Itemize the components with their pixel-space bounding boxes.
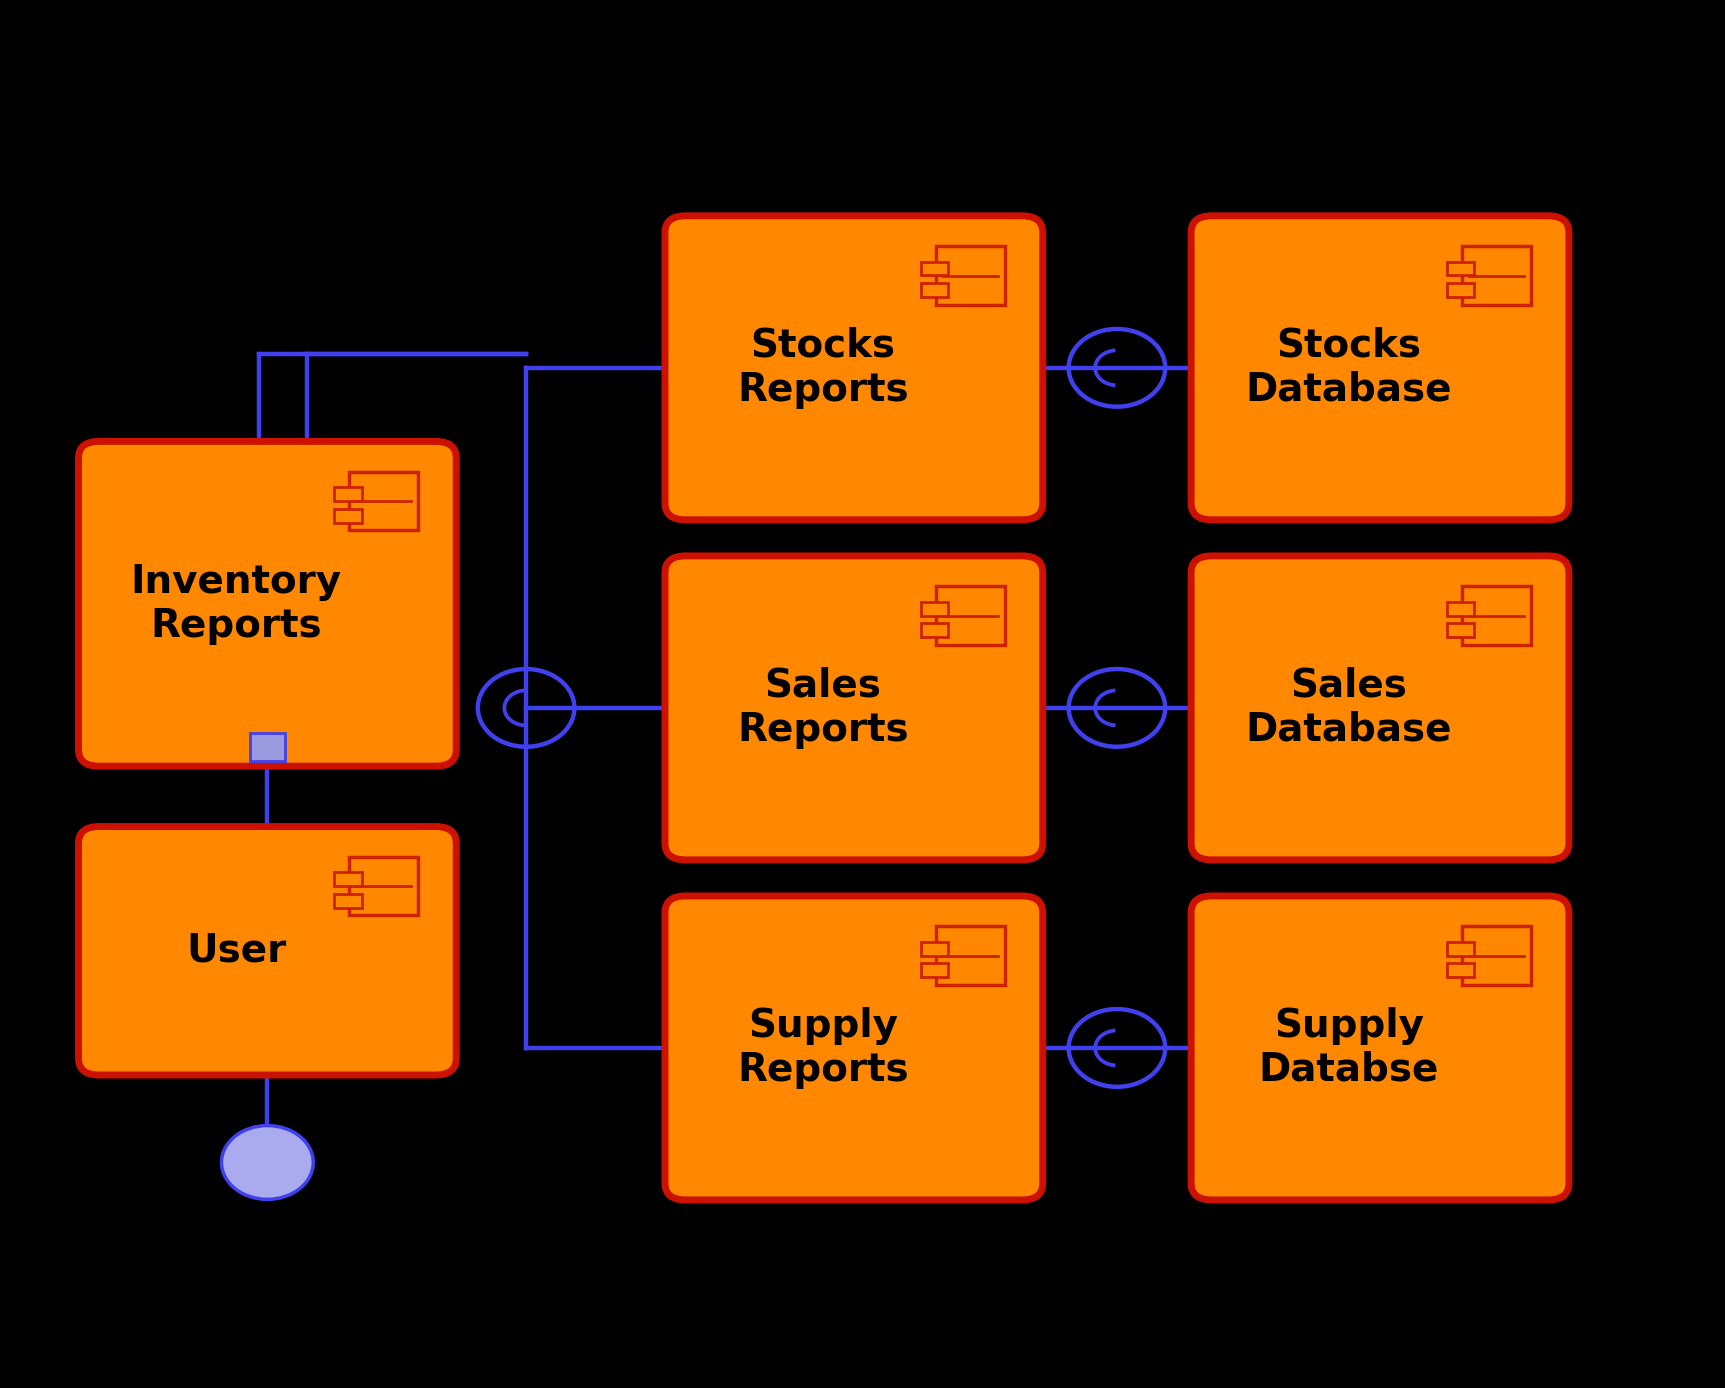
Bar bbox=[1447, 261, 1475, 275]
Bar bbox=[1447, 623, 1475, 637]
Bar bbox=[335, 487, 362, 501]
Bar bbox=[921, 623, 949, 637]
Bar bbox=[1461, 927, 1530, 985]
FancyBboxPatch shape bbox=[79, 827, 455, 1074]
Text: Sales
Reports: Sales Reports bbox=[737, 666, 909, 750]
Bar bbox=[921, 261, 949, 275]
Bar bbox=[335, 894, 362, 908]
Bar bbox=[1447, 283, 1475, 297]
Bar bbox=[935, 927, 1004, 985]
FancyBboxPatch shape bbox=[1190, 897, 1570, 1199]
Bar bbox=[921, 941, 949, 955]
FancyBboxPatch shape bbox=[1190, 557, 1570, 861]
Bar bbox=[1447, 601, 1475, 615]
FancyBboxPatch shape bbox=[1190, 217, 1570, 520]
Bar bbox=[335, 509, 362, 523]
Bar bbox=[1461, 587, 1530, 645]
Bar bbox=[1447, 941, 1475, 955]
Bar bbox=[1447, 963, 1475, 977]
Bar bbox=[921, 283, 949, 297]
Bar bbox=[348, 858, 417, 916]
Bar bbox=[935, 587, 1004, 645]
Bar bbox=[250, 733, 285, 761]
Bar bbox=[348, 472, 417, 530]
Bar bbox=[335, 872, 362, 886]
FancyBboxPatch shape bbox=[664, 217, 1042, 520]
Circle shape bbox=[221, 1126, 314, 1199]
FancyBboxPatch shape bbox=[79, 441, 455, 766]
Text: Sales
Database: Sales Database bbox=[1245, 666, 1452, 750]
FancyBboxPatch shape bbox=[664, 557, 1042, 861]
Text: Stocks
Reports: Stocks Reports bbox=[737, 326, 909, 409]
FancyBboxPatch shape bbox=[664, 897, 1042, 1199]
Text: User: User bbox=[186, 931, 286, 970]
Bar bbox=[921, 963, 949, 977]
Text: Inventory
Reports: Inventory Reports bbox=[131, 562, 342, 645]
Bar bbox=[921, 601, 949, 615]
Text: Stocks
Database: Stocks Database bbox=[1245, 326, 1452, 409]
Text: Supply
Databse: Supply Databse bbox=[1259, 1006, 1439, 1090]
Text: Supply
Reports: Supply Reports bbox=[737, 1006, 909, 1090]
Bar bbox=[1461, 247, 1530, 305]
Bar bbox=[935, 247, 1004, 305]
